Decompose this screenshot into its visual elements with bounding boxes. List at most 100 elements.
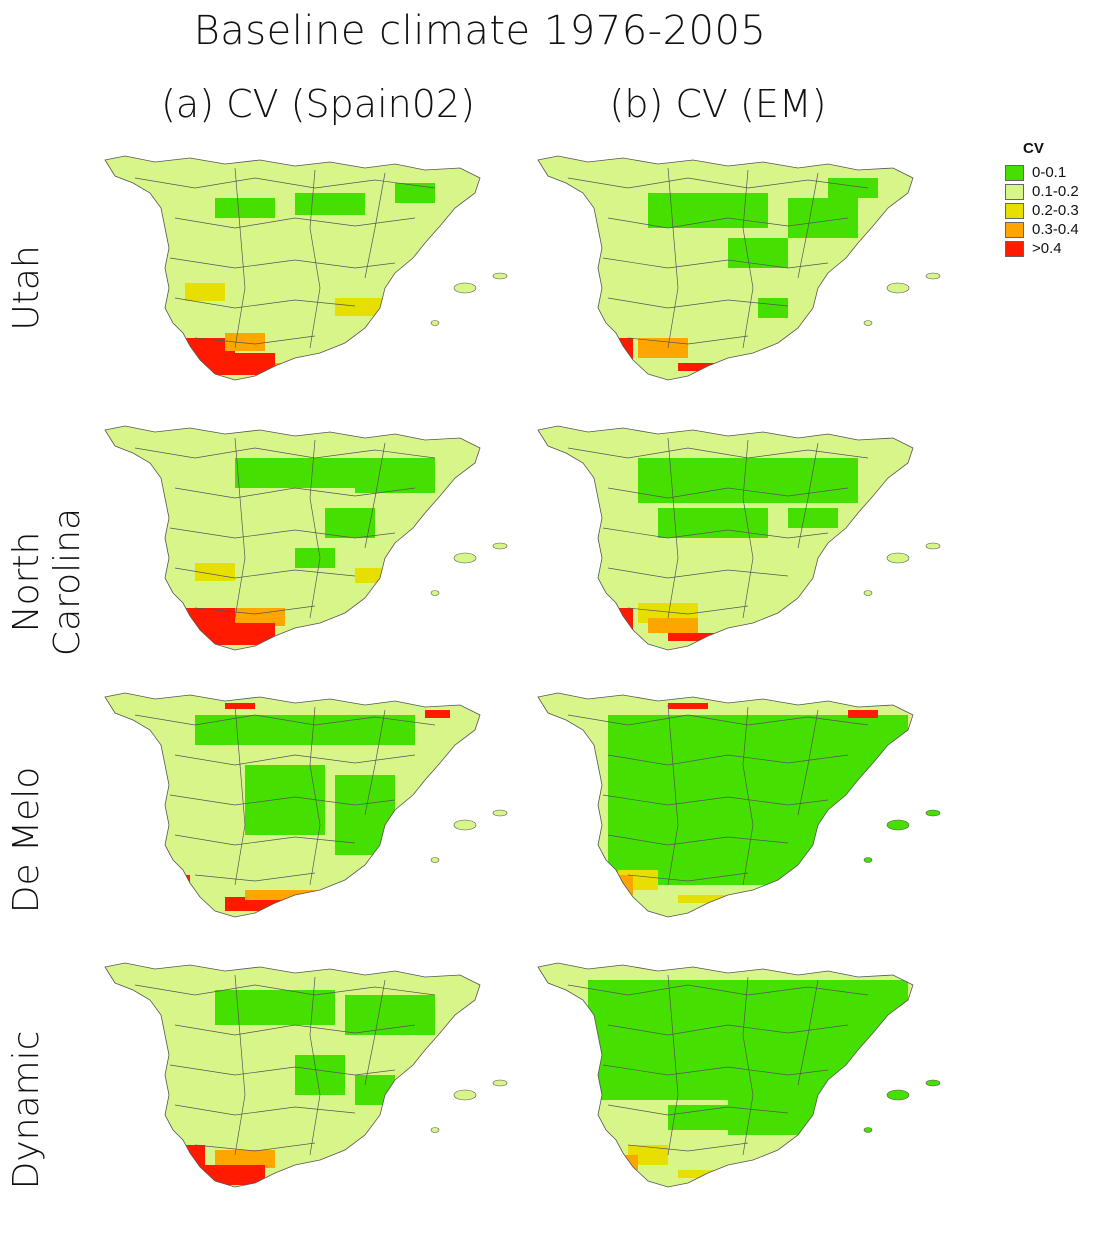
cv-region: [195, 715, 415, 745]
cv-region: [225, 333, 265, 351]
cv-region: [185, 283, 225, 301]
legend-swatch: [1005, 183, 1024, 200]
balearic-island: [453, 552, 477, 564]
province-border: [234, 974, 246, 1156]
province-border: [169, 257, 396, 269]
province-border: [607, 1024, 849, 1036]
province-border: [627, 1142, 749, 1152]
balearic-island: [430, 590, 440, 596]
cv-region: [668, 1105, 728, 1130]
row-label-north-carolina: North Carolina: [6, 507, 88, 657]
province-border: [134, 447, 436, 459]
coastline: [537, 692, 914, 918]
coastline: [104, 962, 481, 1188]
legend-title: CV: [1023, 140, 1044, 157]
province-border: [797, 709, 819, 816]
map-north-carolina-em: [537, 425, 941, 651]
legend-swatch: [1005, 164, 1024, 181]
province-border: [602, 1064, 829, 1076]
figure-title: Baseline climate 1976-2005: [193, 8, 767, 54]
province-border: [174, 754, 416, 766]
cv-region: [613, 338, 633, 363]
coastline: [537, 962, 914, 1188]
coastline: [104, 425, 481, 651]
cv-region: [395, 183, 435, 203]
balearic-island: [492, 272, 508, 280]
cv-region: [295, 548, 335, 568]
column-header-a: (a) CV (Spain02): [161, 82, 475, 126]
balearic-island: [886, 552, 910, 564]
cv-region: [235, 458, 355, 488]
balearic-island: [863, 857, 873, 863]
province-border: [309, 976, 321, 1156]
cv-region: [325, 508, 375, 538]
cv-region: [588, 980, 908, 1100]
province-border: [134, 177, 436, 189]
province-border: [607, 754, 849, 766]
province-border: [567, 447, 869, 459]
cv-region: [678, 895, 768, 903]
province-border: [234, 437, 246, 619]
balearic-island: [925, 542, 941, 550]
province-border: [627, 335, 749, 345]
cv-region: [828, 543, 843, 573]
province-border: [174, 297, 356, 309]
coastline: [537, 425, 914, 651]
cv-region: [235, 608, 285, 626]
province-border: [627, 872, 749, 882]
balearic-island: [925, 809, 941, 817]
map-de-melo-spain02: [104, 692, 508, 918]
province-border: [602, 794, 829, 806]
province-border: [169, 527, 396, 539]
province-border: [194, 1142, 316, 1152]
legend-item: 0-0.1: [1005, 163, 1079, 182]
province-border: [742, 706, 754, 886]
column-header-b: (b) CV (EM): [609, 82, 827, 126]
legend-item: 0.3-0.4: [1005, 220, 1079, 239]
province-border: [364, 442, 386, 549]
cv-region: [648, 618, 698, 633]
province-border: [667, 437, 679, 619]
province-border: [567, 984, 869, 996]
legend-swatch: [1005, 240, 1024, 257]
province-border: [364, 172, 386, 279]
balearic-island: [430, 320, 440, 326]
legend-item: 0.2-0.3: [1005, 201, 1079, 220]
cv-region: [245, 765, 325, 835]
province-border: [602, 527, 829, 539]
province-border: [194, 605, 316, 615]
cv-region: [335, 298, 385, 316]
balearic-island: [925, 1079, 941, 1087]
province-border: [174, 217, 416, 229]
province-border: [174, 1104, 356, 1116]
province-border: [797, 979, 819, 1086]
province-border: [607, 297, 789, 309]
province-border: [134, 714, 436, 726]
province-border: [797, 172, 819, 279]
balearic-island: [453, 819, 477, 831]
cv-region: [678, 1170, 768, 1178]
map-utah-spain02: [104, 155, 508, 381]
cv-region: [415, 268, 425, 288]
cv-region: [788, 508, 838, 528]
row-label-dynamic: Dynamic: [6, 1030, 47, 1190]
cv-region: [415, 528, 430, 558]
province-border: [134, 984, 436, 996]
province-border: [174, 834, 356, 846]
province-border: [174, 487, 416, 499]
legend-label: 0.2-0.3: [1032, 202, 1079, 219]
map-dynamic-spain02: [104, 962, 508, 1188]
cv-region: [205, 1165, 265, 1185]
cv-region: [355, 568, 395, 583]
province-border: [567, 177, 869, 189]
legend-swatch: [1005, 202, 1024, 219]
balearic-island: [886, 1089, 910, 1101]
cv-region: [165, 1145, 205, 1173]
cv-region: [205, 353, 275, 375]
cv-region: [678, 363, 818, 371]
cv-region: [295, 193, 365, 215]
map-north-carolina-spain02: [104, 425, 508, 651]
peninsula-land: [105, 156, 480, 380]
province-border: [627, 605, 749, 615]
province-border: [742, 439, 754, 619]
